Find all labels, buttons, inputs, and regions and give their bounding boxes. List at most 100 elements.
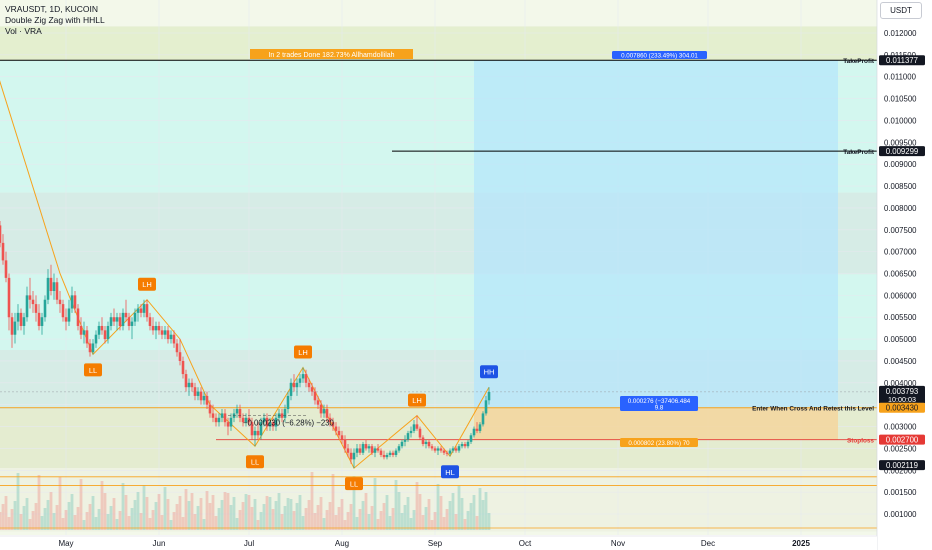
- swing-label-text: HH: [484, 368, 495, 377]
- candle-body: [400, 441, 404, 447]
- volume-bar: [334, 515, 338, 530]
- volume-bar: [244, 494, 248, 530]
- volume-bar: [466, 511, 470, 530]
- volume-bar: [31, 511, 35, 530]
- candle-body: [151, 325, 155, 331]
- volume-bar: [424, 507, 428, 530]
- candle-body: [280, 413, 284, 418]
- candle-body: [415, 424, 419, 429]
- candle-body: [352, 452, 356, 460]
- stop-loss-tag: Stoploss: [847, 437, 874, 444]
- volume-bar: [226, 493, 230, 530]
- target-info-box: [612, 51, 707, 59]
- candle-body: [283, 409, 287, 418]
- volume-bar: [187, 501, 191, 530]
- swing-label-box: [441, 465, 459, 479]
- candle-body: [376, 448, 380, 451]
- volume-bar: [94, 517, 98, 530]
- candle-body: [94, 334, 98, 344]
- swing-label-box: [294, 345, 312, 359]
- candle-body: [325, 409, 329, 418]
- swing-label-text: LH: [412, 396, 422, 405]
- volume-bar: [235, 518, 239, 530]
- swing-label-hl: HL: [441, 465, 459, 479]
- stop-info-text: 0.000802 (23.80%) 70: [628, 440, 690, 447]
- volume-bar: [388, 516, 392, 530]
- candle-body: [61, 304, 65, 318]
- volume-bar: [310, 472, 314, 530]
- volume-bar: [1, 504, 5, 530]
- candle-body: [193, 387, 197, 396]
- candle-body: [343, 439, 347, 449]
- swing-label-box: [408, 393, 426, 407]
- entry-info-box: [620, 396, 698, 411]
- volume-bar: [358, 509, 362, 530]
- volume-bar: [145, 497, 149, 530]
- swing-label-box: [84, 363, 102, 377]
- candle-body: [421, 437, 425, 445]
- swing-label-ll: LL: [246, 455, 264, 469]
- volume-bar: [181, 517, 185, 530]
- candle-body: [439, 448, 443, 451]
- volume-bar: [472, 495, 476, 530]
- swing-label-box: [480, 365, 498, 379]
- entry-tag: Enter When Cross And Retest this Level: [752, 406, 874, 413]
- volume-bar: [322, 518, 326, 530]
- entry-axis-text: 0.003430: [886, 404, 919, 413]
- candle-body: [166, 330, 170, 340]
- candle-body: [226, 422, 230, 427]
- candle-body: [106, 325, 110, 340]
- candle-body: [25, 295, 29, 318]
- volume-bar: [325, 510, 329, 530]
- current-price-countdown: 10:00:03: [888, 395, 916, 404]
- volume-bar: [382, 503, 386, 530]
- volume-bar: [67, 502, 71, 530]
- entry-info-text-2: 9.8: [655, 405, 664, 412]
- volume-bar: [238, 510, 242, 530]
- candle-body: [481, 413, 485, 425]
- candle-body: [31, 299, 35, 305]
- candle-body: [127, 317, 131, 326]
- candle-body: [34, 304, 38, 313]
- volume-bar: [118, 511, 122, 530]
- candle-body: [169, 334, 173, 340]
- candle-body: [88, 343, 92, 353]
- y-tick-label: 0.004500: [884, 357, 917, 366]
- volume-bar: [40, 516, 44, 530]
- candle-body: [322, 409, 326, 414]
- volume-bar: [46, 500, 50, 530]
- volume-bar: [112, 498, 116, 530]
- x-tick-label: Jun: [153, 539, 166, 548]
- y-tick-label: 0.009000: [884, 160, 917, 169]
- candle-body: [286, 395, 290, 410]
- volume-bar: [373, 478, 377, 530]
- current-price-axis-box: [879, 385, 925, 404]
- volume-bar: [211, 495, 215, 530]
- candle-body: [292, 382, 296, 388]
- candle-body: [433, 448, 437, 451]
- candle-body: [46, 277, 50, 300]
- volume-bar: [415, 482, 419, 530]
- volume-bar: [421, 515, 425, 530]
- volume-bar: [397, 492, 401, 530]
- candle-body: [19, 312, 23, 326]
- candle-body: [91, 343, 95, 353]
- volume-bar: [124, 495, 128, 530]
- candle-body: [205, 395, 209, 405]
- swing-label-lh: LH: [138, 277, 156, 291]
- volume-bar: [427, 499, 431, 530]
- candle-body: [316, 400, 320, 405]
- volume-bar: [214, 516, 218, 530]
- candle-body: [220, 413, 224, 418]
- volume-bar: [361, 501, 365, 530]
- swing-label-lh: LH: [408, 393, 426, 407]
- take-profit-2-axis-text: 0.011377: [886, 56, 918, 65]
- volume-bar: [430, 520, 434, 530]
- volume-bar: [154, 502, 158, 530]
- candle-body: [133, 312, 137, 322]
- volume-bar: [349, 504, 353, 530]
- volume-bar: [133, 500, 137, 530]
- take-profit-2-tag: TakeProfit: [843, 58, 875, 65]
- currency-button[interactable]: USDT: [880, 2, 922, 19]
